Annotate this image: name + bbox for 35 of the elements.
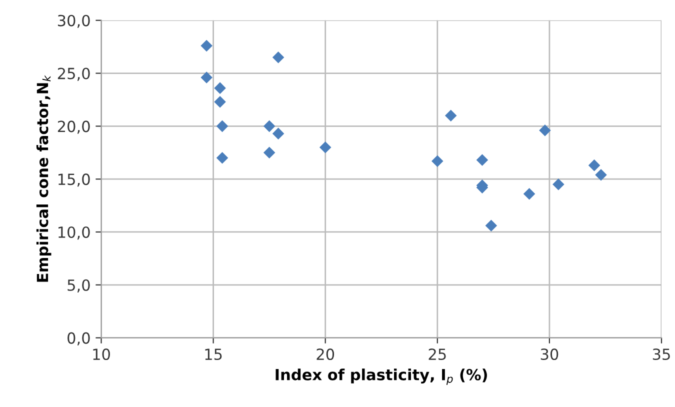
x-axis-title: Index of plasticity, I$_{p}$ (%): [276, 368, 487, 385]
x-tick-label: 15: [205, 348, 222, 360]
point: [200, 40, 212, 52]
point: [552, 178, 564, 190]
point: [272, 51, 284, 64]
point: [319, 141, 332, 154]
point: [200, 72, 212, 84]
y-tick-label: 30,0: [58, 14, 90, 28]
x-tick-label: 25: [428, 348, 446, 360]
point: [588, 159, 600, 172]
point: [523, 188, 536, 200]
point: [216, 120, 228, 132]
y-tick-label: 5,0: [68, 279, 90, 292]
x-tick-label: 10: [93, 348, 110, 360]
x-tick-label: 30: [540, 348, 558, 360]
point: [214, 82, 226, 94]
y-tick-label: 20,0: [58, 120, 90, 134]
point: [214, 96, 226, 108]
point: [444, 110, 457, 122]
point: [595, 168, 607, 181]
point: [476, 154, 488, 166]
point: [216, 152, 228, 164]
y-tick-label: 10,0: [58, 226, 90, 240]
y-tick-label: 25,0: [58, 68, 90, 81]
point: [485, 220, 498, 232]
x-tick-label: 35: [652, 348, 670, 360]
point: [539, 124, 551, 136]
point: [263, 146, 276, 159]
x-tick-label: 20: [316, 348, 334, 360]
y-axis-title: Empirical cone factor,N$_{k}$: [36, 75, 52, 282]
point: [432, 155, 444, 167]
point: [272, 128, 284, 140]
y-tick-label: 0,0: [68, 332, 90, 346]
y-tick-label: 15,0: [58, 174, 90, 187]
point: [263, 120, 276, 132]
